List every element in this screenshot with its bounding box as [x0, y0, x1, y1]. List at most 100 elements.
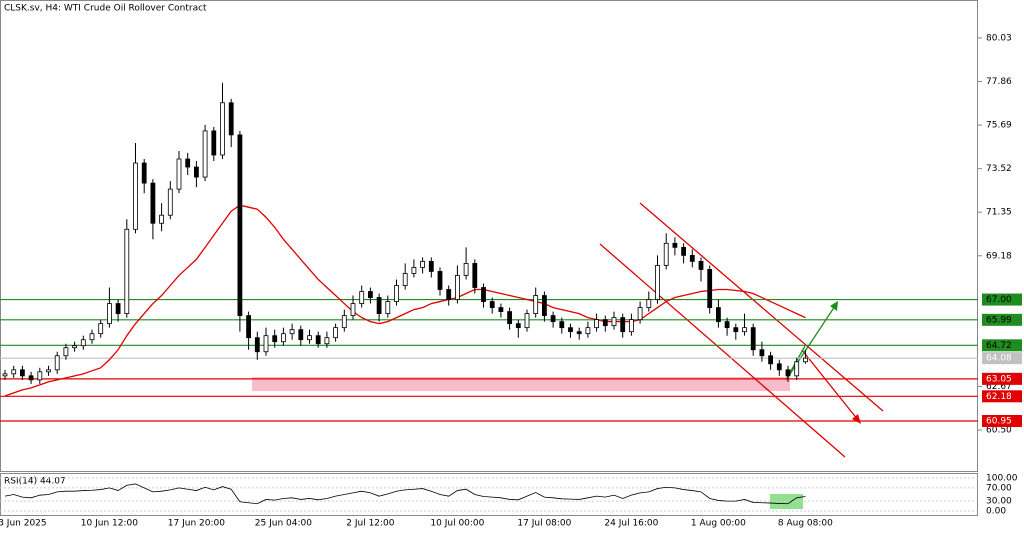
rsi-tick-label: 0.00 — [986, 507, 1006, 517]
candle-body — [63, 347, 69, 357]
level-label: 62.18 — [986, 392, 1012, 402]
candle-body — [689, 254, 695, 262]
candle-body — [307, 335, 312, 341]
candle-body — [446, 289, 452, 300]
rsi-zone — [770, 494, 803, 509]
arrow — [785, 305, 836, 381]
x-tick-label: 3 Jun 2025 — [0, 519, 47, 529]
y-tick-label: 75.69 — [986, 121, 1012, 131]
arrow-head — [830, 301, 838, 311]
candle-body — [28, 375, 34, 381]
candle-body — [350, 303, 356, 317]
candle-body — [768, 355, 773, 365]
candle-body — [655, 265, 660, 300]
candle-body — [463, 263, 469, 276]
candle-body — [359, 291, 365, 304]
candle-body — [411, 267, 417, 274]
candle-body — [776, 363, 782, 371]
x-tick-label: 10 Jul 00:00 — [430, 519, 484, 529]
candle-body — [646, 299, 652, 308]
candle-body — [246, 315, 252, 339]
rsi-tick-label: 70.00 — [986, 483, 1012, 493]
candle-body — [80, 339, 86, 347]
candle-body — [176, 158, 182, 190]
level-label-box — [982, 339, 1022, 352]
candle-body — [481, 287, 486, 302]
level-label-box — [982, 390, 1022, 403]
candle-body — [637, 307, 643, 321]
candle-body — [611, 317, 617, 327]
candle-body — [237, 134, 243, 317]
candle-body — [437, 271, 443, 290]
candle-body — [272, 335, 278, 343]
candle-body — [263, 335, 269, 353]
rsi-tick-label: 30.00 — [986, 497, 1012, 507]
candle-body — [507, 311, 513, 325]
candle-body — [515, 323, 521, 329]
candle-body — [298, 329, 304, 341]
candle-body — [785, 369, 791, 377]
candle-body — [159, 214, 165, 224]
candle-body — [11, 369, 17, 375]
candle-body — [542, 295, 547, 317]
candle-body — [716, 307, 721, 323]
x-tick-label: 24 Jul 16:00 — [604, 519, 658, 529]
level-label: 64.08 — [986, 354, 1012, 364]
arrow — [801, 349, 859, 421]
candle-body — [533, 295, 539, 315]
x-tick-label: 17 Jul 08:00 — [517, 519, 571, 529]
x-tick-label: 25 Jun 04:00 — [255, 519, 312, 529]
candle-body — [420, 261, 426, 268]
candle-body — [803, 357, 808, 363]
level-label: 64.72 — [986, 341, 1012, 351]
candle-body — [315, 335, 321, 345]
candle-body — [211, 130, 217, 156]
level-label: 60.95 — [986, 417, 1012, 427]
candle-body — [742, 327, 747, 333]
candle-body — [72, 345, 77, 349]
candle-body — [89, 333, 95, 341]
candle-body — [629, 319, 634, 333]
candle-body — [602, 319, 608, 327]
candle-body — [150, 182, 156, 224]
candle-body — [559, 321, 565, 329]
y-tick-label: 60.50 — [986, 426, 1012, 436]
candle-body — [576, 331, 582, 335]
candle-body — [289, 329, 295, 335]
level-label-box — [982, 352, 1022, 365]
candle-body — [524, 313, 530, 329]
candle-body — [585, 327, 591, 335]
candle-body — [254, 337, 260, 353]
y-tick-label: 69.18 — [986, 251, 1012, 261]
candle-body — [167, 188, 173, 216]
main-pane — [0, 0, 978, 472]
candle-body — [141, 162, 147, 184]
candle-body — [402, 273, 408, 286]
x-tick-label: 17 Jun 20:00 — [168, 519, 225, 529]
level-label-box — [982, 372, 1022, 385]
channel-drawing — [599, 202, 884, 458]
x-tick-label: 10 Jun 12:00 — [81, 519, 138, 529]
chart-title: CLSK.sv, H4: WTI Crude Oil Rollover Cont… — [4, 4, 207, 14]
candle-body — [794, 361, 800, 377]
candle-body — [568, 327, 573, 333]
candle-body — [333, 327, 339, 339]
y-tick-label: 77.86 — [986, 77, 1012, 87]
channel-line — [599, 243, 846, 458]
candle-body — [98, 323, 104, 335]
x-tick-label: 1 Aug 00:00 — [691, 519, 746, 529]
candle-body — [124, 228, 130, 315]
candle-body — [220, 102, 225, 156]
y-tick-label: 80.03 — [986, 33, 1012, 43]
candle-body — [376, 297, 382, 315]
candle-body — [202, 130, 208, 178]
candle-body — [394, 285, 399, 302]
candle-body — [367, 291, 373, 298]
candle-body — [663, 242, 669, 266]
candle-body — [133, 162, 138, 230]
candle-body — [185, 158, 191, 168]
candle-body — [107, 303, 112, 325]
candle-body — [724, 321, 730, 329]
candle-body — [750, 327, 756, 351]
